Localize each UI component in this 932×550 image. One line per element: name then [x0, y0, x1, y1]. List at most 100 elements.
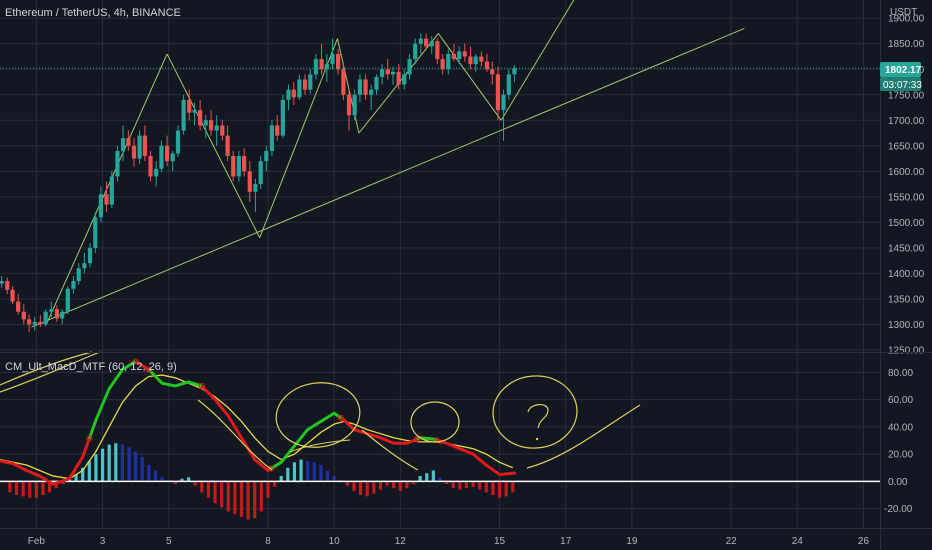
- trendline: [166, 53, 261, 238]
- price-tick-label: 1300.00: [888, 320, 925, 331]
- time-axis[interactable]: Feb 3 5 8 10 12 15 17 19 22 24 26: [0, 528, 932, 548]
- candle: [198, 99, 203, 131]
- macd-tick-label: 0.00: [888, 477, 908, 488]
- candle: [319, 43, 324, 75]
- candle: [164, 135, 170, 167]
- candle: [98, 186, 104, 223]
- candle-body: [308, 74, 313, 90]
- candle: [396, 64, 401, 90]
- currency-label: USDT: [890, 7, 917, 18]
- candle: [5, 277, 10, 294]
- price-badge-value: 1802.17: [885, 65, 922, 76]
- candle: [71, 275, 76, 294]
- histogram-bar: [94, 454, 98, 482]
- price-tick-label: 1250.00: [888, 346, 925, 357]
- candle-body: [115, 150, 120, 177]
- candle-body: [313, 59, 319, 75]
- candle: [264, 145, 269, 172]
- candle-body: [336, 53, 341, 70]
- candle-body: [120, 138, 126, 151]
- candle: [175, 125, 181, 158]
- candle-body: [269, 125, 275, 151]
- histogram-bar: [114, 443, 118, 482]
- candle-body: [242, 156, 247, 172]
- candle-body: [424, 38, 429, 47]
- candle: [390, 66, 396, 85]
- candle: [308, 69, 313, 94]
- histogram-bar: [48, 481, 52, 493]
- candle-body: [192, 110, 197, 113]
- candle: [302, 74, 308, 95]
- candle-body: [198, 110, 203, 126]
- histogram-bar: [21, 481, 25, 497]
- histogram-bar: [160, 477, 164, 482]
- price-tick-label: 1450.00: [888, 243, 925, 254]
- candle-body: [473, 56, 478, 65]
- candle: [148, 150, 153, 182]
- candle: [82, 253, 87, 274]
- histogram-bar: [81, 467, 85, 482]
- candle: [76, 263, 81, 285]
- macd-line-segment: [0, 437, 91, 486]
- candle-body: [413, 43, 418, 60]
- candle-body: [27, 319, 32, 325]
- candle-body: [126, 138, 131, 146]
- histogram-bar: [445, 481, 449, 485]
- candle-body: [38, 321, 43, 325]
- histogram-bar: [378, 481, 383, 490]
- candle-body: [208, 120, 214, 131]
- histogram-bar: [147, 465, 151, 482]
- annotation-curve-5: [0, 351, 93, 386]
- annotation-question-dot: [535, 437, 539, 441]
- candle: [407, 53, 412, 80]
- histogram-bar: [464, 481, 469, 489]
- candle-body: [501, 94, 506, 111]
- candle-body: [49, 309, 54, 312]
- candle: [120, 125, 126, 162]
- candle-body: [170, 153, 175, 162]
- candle-body: [385, 69, 390, 75]
- indicator-label: CM_Ult_MacD_MTF (60, 12, 26, 9): [5, 361, 177, 373]
- candle-body: [457, 51, 462, 60]
- price-tick-label: 1600.00: [888, 167, 925, 178]
- histogram-bar: [319, 465, 323, 482]
- candle-body: [43, 311, 48, 325]
- candle-body: [374, 76, 379, 90]
- histogram-bar: [120, 444, 125, 482]
- candle-body: [357, 79, 363, 95]
- candle: [187, 89, 192, 121]
- candle: [473, 53, 478, 72]
- candle: [280, 94, 285, 139]
- candle: [363, 74, 368, 100]
- time-tick-label: 15: [494, 536, 506, 547]
- candle: [181, 94, 186, 135]
- candle-body: [446, 53, 451, 70]
- histogram-bar: [471, 481, 475, 487]
- candle: [484, 53, 490, 72]
- candle-body: [220, 125, 225, 136]
- macd-tick-label: 20.00: [888, 450, 913, 461]
- candle-body: [54, 309, 60, 319]
- price-badge-countdown: 03:07:33: [883, 80, 922, 91]
- histogram-bar: [325, 470, 330, 482]
- candle-body: [484, 61, 490, 70]
- time-tick-label: 26: [858, 536, 870, 547]
- candle: [269, 120, 275, 157]
- candle-body: [407, 59, 412, 75]
- candle-body: [324, 64, 329, 70]
- candle: [247, 161, 252, 202]
- trendline: [500, 0, 575, 121]
- candle-body: [236, 156, 241, 177]
- candle-body: [291, 89, 296, 98]
- trendline: [437, 33, 502, 121]
- candle-body: [495, 74, 500, 111]
- annotation-curve-4: [0, 351, 101, 393]
- candle-body: [148, 156, 153, 177]
- trendlines: [31, 0, 745, 328]
- macd-tick-label: 60.00: [888, 395, 913, 406]
- candle-body: [60, 311, 65, 319]
- histogram-bar: [292, 462, 297, 482]
- histogram-bar: [491, 481, 495, 496]
